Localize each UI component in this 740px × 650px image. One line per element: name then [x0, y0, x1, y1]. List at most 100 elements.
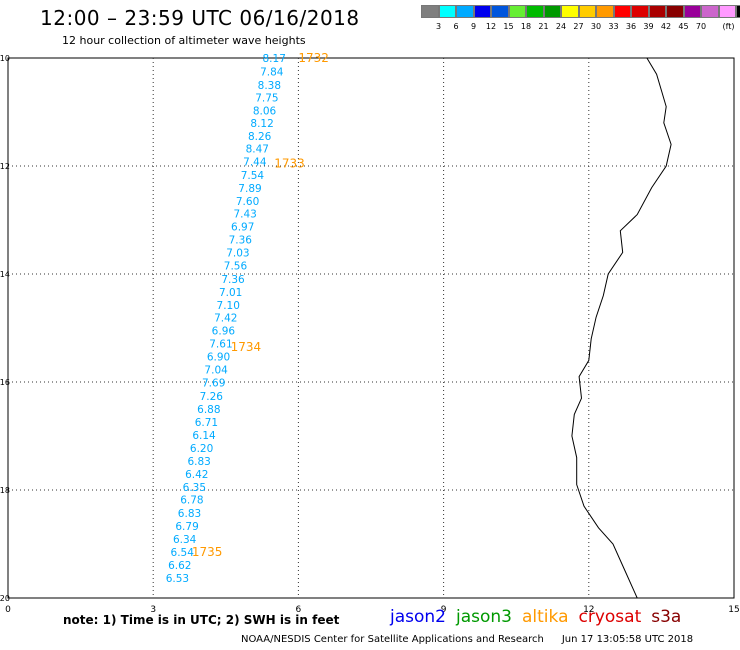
wave-height-label: 7.26	[200, 391, 224, 403]
wave-height-label: 7.43	[233, 209, 256, 221]
wave-height-label: 7.03	[226, 247, 249, 259]
wave-height-label: 6.78	[180, 495, 203, 507]
wave-height-label: 8.06	[253, 105, 277, 117]
wave-height-label: 6.88	[197, 404, 220, 416]
wave-height-label: 7.60	[236, 196, 259, 208]
x-tick-label: 6	[296, 605, 302, 615]
legend-swatch	[631, 5, 649, 18]
wave-height-label: 8.26	[248, 131, 272, 143]
wave-height-label: 7.04	[204, 365, 228, 377]
wave-height-label: 7.01	[219, 287, 242, 299]
legend-swatch	[508, 5, 526, 18]
legend-label: 70	[695, 22, 707, 31]
legend-label: 6	[453, 22, 459, 31]
wave-height-label: 7.89	[238, 183, 261, 195]
wave-height-label: 6.97	[231, 221, 254, 233]
coastline	[571, 57, 672, 599]
legend-label: 12	[485, 22, 497, 31]
legend-label: 33	[608, 22, 619, 31]
pass-time-label: 1734	[231, 340, 262, 354]
map-frame	[7, 57, 735, 599]
x-tick-label: 0	[5, 605, 11, 615]
wave-height-label: 6.62	[168, 560, 191, 572]
x-tick-label: 9	[441, 605, 447, 615]
legend-swatch	[491, 5, 509, 18]
legend-label: 9	[470, 22, 477, 31]
timestamp: Jun 17 13:05:58 UTC 2018	[561, 634, 694, 645]
satellite-altika: altika	[522, 607, 569, 627]
color-legend-labels: 3 6 9 12 15 18 21 24 27 30 33 36 39 42 45 70 (ft)	[421, 22, 740, 34]
subtitle: 12 hour collection of altimeter wave hei…	[62, 34, 306, 47]
wave-height-label: 7.56	[224, 260, 248, 272]
legend-swatch	[578, 5, 596, 18]
legend-label: 15	[503, 22, 514, 31]
pass-time-label: 1732	[298, 51, 329, 65]
wave-height-label: 7.84	[260, 67, 284, 79]
legend-swatch	[613, 5, 631, 18]
footer-note: note: 1) Time is in UTC; 2) SWH is in fe…	[63, 613, 340, 627]
legend-swatch	[421, 5, 439, 18]
wave-height-label: 7.75	[255, 92, 278, 104]
wave-height-label: 6.83	[178, 508, 201, 520]
legend-label: 27	[573, 22, 584, 31]
satellite-jason2: jason2	[390, 607, 446, 627]
wave-height-label: 8.12	[250, 118, 273, 130]
legend-label: 3	[435, 22, 442, 31]
y-tick-label: -18	[0, 486, 10, 495]
y-tick-label: -14	[0, 270, 10, 279]
pass-time-label: 1735	[192, 545, 223, 559]
x-tick-label: 15	[728, 605, 739, 615]
legend-swatch	[718, 5, 736, 18]
title: 12:00 – 23:59 UTC 06/16/2018	[40, 6, 360, 30]
legend-swatch	[526, 5, 544, 18]
wave-height-label: 7.61	[209, 339, 232, 351]
y-tick-label: -10	[0, 54, 10, 63]
y-tick-label: -16	[0, 378, 10, 387]
wave-height-label: 7.10	[217, 300, 240, 312]
wave-height-label: 6.42	[185, 469, 208, 481]
wave-height-label: 7.36	[221, 274, 245, 286]
satellite-legend: jason2 jason3 altika cryosat s3a	[390, 607, 691, 627]
y-tick-label: -12	[0, 162, 10, 171]
legend-label: 36	[625, 22, 637, 31]
x-tick-label: 3	[150, 605, 156, 615]
wave-height-label: 6.71	[195, 417, 218, 429]
legend-swatch	[543, 5, 561, 18]
wave-height-label: 7.44	[243, 157, 267, 169]
wave-height-label: 8.47	[246, 144, 269, 156]
legend-label: 30	[590, 22, 602, 31]
wave-height-label: 6.96	[212, 326, 236, 338]
legend-swatch	[473, 5, 491, 18]
legend-unit: (ft)	[722, 22, 735, 31]
wave-height-label: 6.83	[187, 456, 210, 468]
wave-height-label: 6.35	[183, 482, 206, 494]
wave-height-label: 6.34	[173, 534, 197, 546]
legend-swatch	[736, 5, 740, 18]
wave-height-label: 6.14	[192, 430, 216, 442]
legend-swatch	[648, 5, 666, 18]
legend-label: 21	[538, 22, 549, 31]
wave-height-label: 8.38	[258, 80, 281, 92]
satellite-jason3: jason3	[456, 607, 512, 627]
legend-swatch	[456, 5, 474, 18]
credit-text: NOAA/NESDIS Center for Satellite Applica…	[241, 634, 544, 645]
legend-swatch	[666, 5, 684, 18]
satellite-s3a: s3a	[651, 607, 682, 627]
legend-label: 42	[660, 22, 672, 31]
legend-swatch	[701, 5, 719, 18]
legend-label: 24	[555, 22, 567, 31]
legend-label: 45	[678, 22, 689, 31]
legend-swatch	[596, 5, 614, 18]
wave-height-label: 6.54	[171, 547, 195, 559]
wave-height-label: 6.90	[207, 352, 230, 364]
wave-height-label: 8.17	[263, 53, 286, 65]
satellite-cryosat: cryosat	[578, 607, 642, 627]
wave-height-label: 6.53	[166, 573, 189, 585]
wave-height-label: 6.79	[175, 521, 198, 533]
legend-label: 18	[520, 22, 532, 31]
wave-height-label: 6.20	[190, 443, 213, 455]
legend-swatch	[683, 5, 701, 18]
wave-height-label: 7.36	[229, 234, 253, 246]
legend-swatch	[561, 5, 579, 18]
